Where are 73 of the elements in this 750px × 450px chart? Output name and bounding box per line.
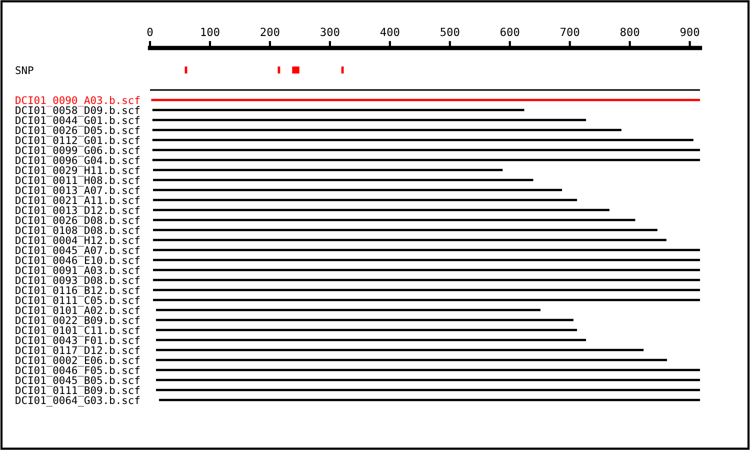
bar (156, 348, 644, 352)
bar (152, 158, 700, 162)
x-tick-label: 200 (260, 28, 280, 36)
bar (153, 188, 562, 192)
bar (292, 66, 300, 74)
y-tick-label: DCI01_0112_G01.b.scf (16, 136, 140, 146)
bar (153, 278, 700, 282)
y-tick-label: DCI01_0013_A07.b.scf (16, 186, 140, 196)
y-tick-label: DCI01_0046_E10.b.scf (16, 256, 140, 266)
y-tick-label: DCI01_0096_G04.b.scf (16, 156, 140, 166)
y-tick-label: DCI01_0064_G03.b.scf (16, 396, 140, 406)
bar (156, 388, 700, 392)
y-tick-label: DCI01_0021_A11.b.scf (16, 196, 140, 206)
bar (153, 268, 700, 272)
y-tick-label: SNP (16, 66, 34, 74)
bar (153, 258, 700, 262)
y-tick-label: DCI01_0093_D08.b.scf (16, 276, 140, 286)
bar (152, 108, 524, 112)
x-tick-label: 900 (680, 28, 700, 36)
bar (156, 338, 586, 342)
bar (152, 138, 694, 142)
x-tick-label: 800 (620, 28, 640, 36)
y-tick-label: DCI01_0116_B12.b.scf (16, 286, 140, 296)
bar (153, 218, 636, 222)
y-tick-label: DCI01_0002_E06.b.scf (16, 356, 140, 366)
y-tick-label: DCI01_0099_G06.b.scf (16, 146, 140, 156)
y-tick-label: DCI01_0046_F05.b.scf (16, 366, 140, 376)
bar (152, 128, 622, 132)
y-tick-label: DCI01_0090_A03.b.scf (16, 96, 140, 106)
x-tick-label: 300 (320, 28, 340, 36)
y-tick-label: DCI01_0058_D09.b.scf (16, 106, 140, 116)
y-tick-label: DCI01_0043_F01.b.scf (16, 336, 140, 346)
y-tick-label: DCI01_0045_A07.b.scf (16, 246, 140, 256)
bar (156, 378, 700, 382)
bar (153, 198, 578, 202)
x-tick-label: 600 (500, 28, 520, 36)
bar (152, 118, 586, 122)
bar (153, 228, 658, 232)
bar (156, 328, 578, 332)
y-tick-label: DCI01_0111_C05.b.scf (16, 296, 140, 306)
y-tick-label: DCI01_0026_D08.b.scf (16, 216, 140, 226)
x-tick-label: 500 (440, 28, 460, 36)
y-tick-label: DCI01_0101_C11.b.scf (16, 326, 140, 336)
bar (153, 288, 700, 292)
bar (156, 358, 668, 362)
y-tick-label: DCI01_0045_B05.b.scf (16, 376, 140, 386)
y-tick-label: DCI01_0011_H08.b.scf (16, 176, 140, 186)
y-tick-label: DCI01_0022_B09.b.scf (16, 316, 140, 326)
x-tick-label: 0 (147, 28, 153, 36)
bar (156, 308, 540, 312)
bar (156, 318, 574, 322)
y-tick-label: DCI01_0111_B09.b.scf (16, 386, 140, 396)
bar (153, 248, 700, 252)
bar (153, 168, 503, 172)
y-tick-label: DCI01_0013_D12.b.scf (16, 206, 140, 216)
bar (153, 238, 666, 242)
bar (153, 298, 700, 302)
bar (158, 398, 700, 402)
bar (152, 148, 700, 152)
bar (153, 178, 534, 182)
y-tick-label: DCI01_0117_D12.b.scf (16, 346, 140, 356)
y-tick-label: DCI01_0101_A02.b.scf (16, 306, 140, 316)
bar (156, 368, 700, 372)
y-tick-label: DCI01_0029_H11.b.scf (16, 166, 140, 176)
bar (153, 208, 610, 212)
x-tick-label: 700 (560, 28, 580, 36)
y-tick-label: DCI01_0004_H12.b.scf (16, 236, 140, 246)
x-tick-label: 100 (201, 28, 220, 36)
y-tick-label: DCI01_0026_D05.b.scf (16, 126, 140, 136)
y-tick-label: DCI01_0044_G01.b.scf (16, 116, 140, 126)
y-tick-label: DCI01_0108_D08.b.scf (16, 226, 140, 236)
y-tick-label: DCI01_0091_A03.b.scf (16, 266, 140, 276)
x-tick-label: 400 (380, 28, 400, 36)
